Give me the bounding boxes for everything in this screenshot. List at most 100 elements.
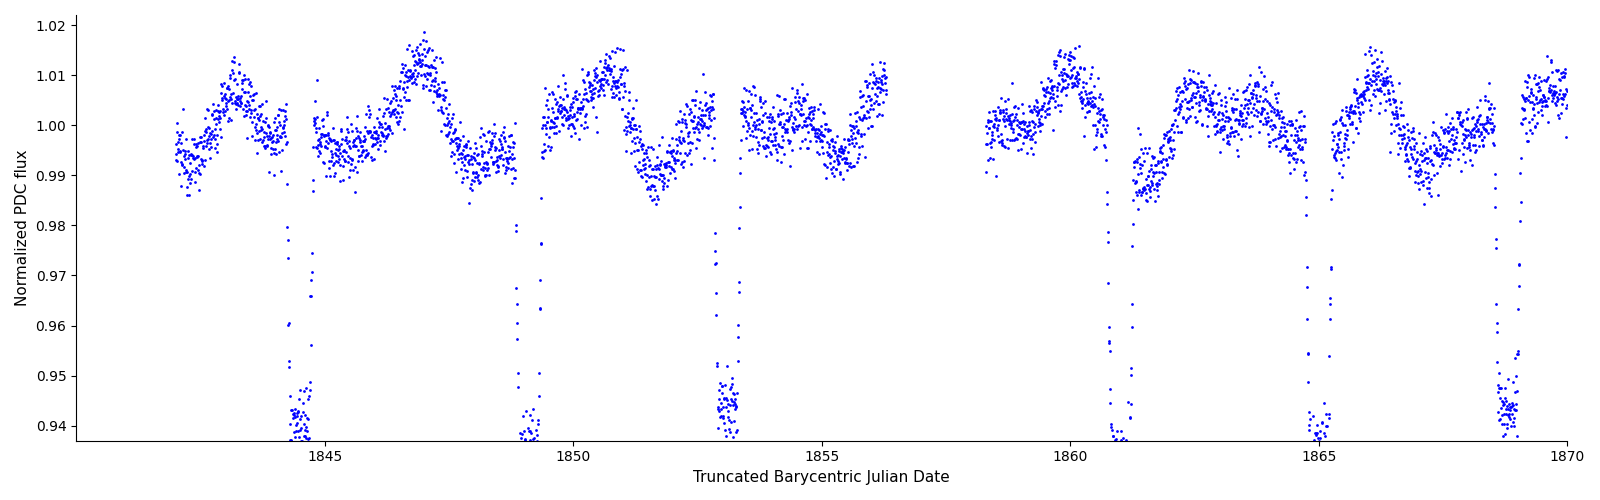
Point [478, 142, 504, 150]
Point [187, 138, 213, 146]
Point [846, 93, 872, 101]
Point [1307, 436, 1333, 444]
Point [1354, 78, 1379, 86]
Point [1059, 82, 1085, 90]
Point [754, 112, 779, 120]
Point [709, 389, 734, 397]
Point [1043, 62, 1069, 70]
Point [613, 147, 638, 155]
Point [1336, 112, 1362, 120]
Point [1390, 134, 1416, 142]
Point [763, 145, 789, 153]
Point [1370, 77, 1395, 85]
Point [824, 155, 850, 163]
Point [1453, 130, 1478, 138]
Point [190, 144, 216, 152]
Point [358, 142, 384, 150]
Point [325, 146, 350, 154]
Point [482, 158, 507, 166]
Point [163, 156, 189, 164]
Point [870, 66, 896, 74]
Point [1102, 455, 1128, 463]
Point [1283, 127, 1309, 135]
Point [426, 84, 451, 92]
Point [1518, 88, 1544, 96]
Point [325, 138, 350, 146]
Point [1141, 172, 1166, 180]
Point [1549, 108, 1574, 116]
Point [494, 142, 520, 150]
Point [1187, 101, 1213, 109]
Point [314, 138, 339, 145]
Point [227, 97, 253, 105]
Point [1461, 130, 1486, 138]
Point [1414, 147, 1440, 155]
Point [1344, 96, 1370, 104]
Point [1107, 474, 1133, 482]
Point [678, 116, 704, 124]
Point [1198, 106, 1224, 114]
Point [346, 156, 371, 164]
Point [1069, 100, 1094, 108]
Point [1245, 78, 1270, 86]
Point [1030, 92, 1056, 100]
Point [1061, 54, 1086, 62]
Point [435, 121, 461, 129]
Point [259, 136, 285, 144]
Point [658, 148, 683, 156]
Point [395, 96, 421, 104]
Point [1442, 140, 1467, 147]
Point [1458, 130, 1483, 138]
Point [1478, 128, 1504, 136]
Point [1062, 81, 1088, 89]
Point [1038, 84, 1064, 92]
Point [1376, 77, 1402, 85]
Point [216, 96, 242, 104]
Point [165, 119, 190, 127]
Point [1208, 128, 1234, 136]
Point [1077, 108, 1102, 116]
Point [1467, 111, 1493, 119]
Point [1219, 106, 1245, 114]
Point [1042, 64, 1067, 72]
Point [315, 129, 341, 137]
Point [1070, 78, 1096, 86]
Point [429, 108, 454, 116]
Point [1523, 70, 1549, 78]
Point [834, 160, 859, 168]
Point [395, 76, 421, 84]
Point [702, 156, 728, 164]
Point [176, 172, 202, 180]
Point [1394, 151, 1419, 159]
Point [1141, 169, 1166, 177]
Point [1192, 88, 1218, 96]
Point [1037, 89, 1062, 97]
Point [853, 76, 878, 84]
Point [192, 156, 218, 164]
Point [333, 134, 358, 141]
Point [237, 80, 262, 88]
Point [1182, 92, 1208, 100]
Point [366, 105, 392, 113]
Point [1502, 406, 1528, 414]
Point [446, 118, 472, 126]
Point [682, 112, 707, 120]
Point [997, 114, 1022, 122]
Point [424, 86, 450, 94]
Point [1058, 74, 1083, 82]
Point [330, 152, 355, 160]
Point [552, 111, 578, 119]
Point [656, 162, 682, 170]
Point [827, 170, 853, 178]
Point [736, 88, 762, 96]
Point [240, 90, 266, 98]
Point [760, 103, 786, 111]
Point [1504, 350, 1530, 358]
Point [765, 156, 790, 164]
Point [584, 64, 610, 72]
Point [1202, 108, 1227, 116]
Point [598, 67, 624, 75]
Point [1493, 410, 1518, 418]
Point [1115, 449, 1141, 457]
Point [245, 129, 270, 137]
